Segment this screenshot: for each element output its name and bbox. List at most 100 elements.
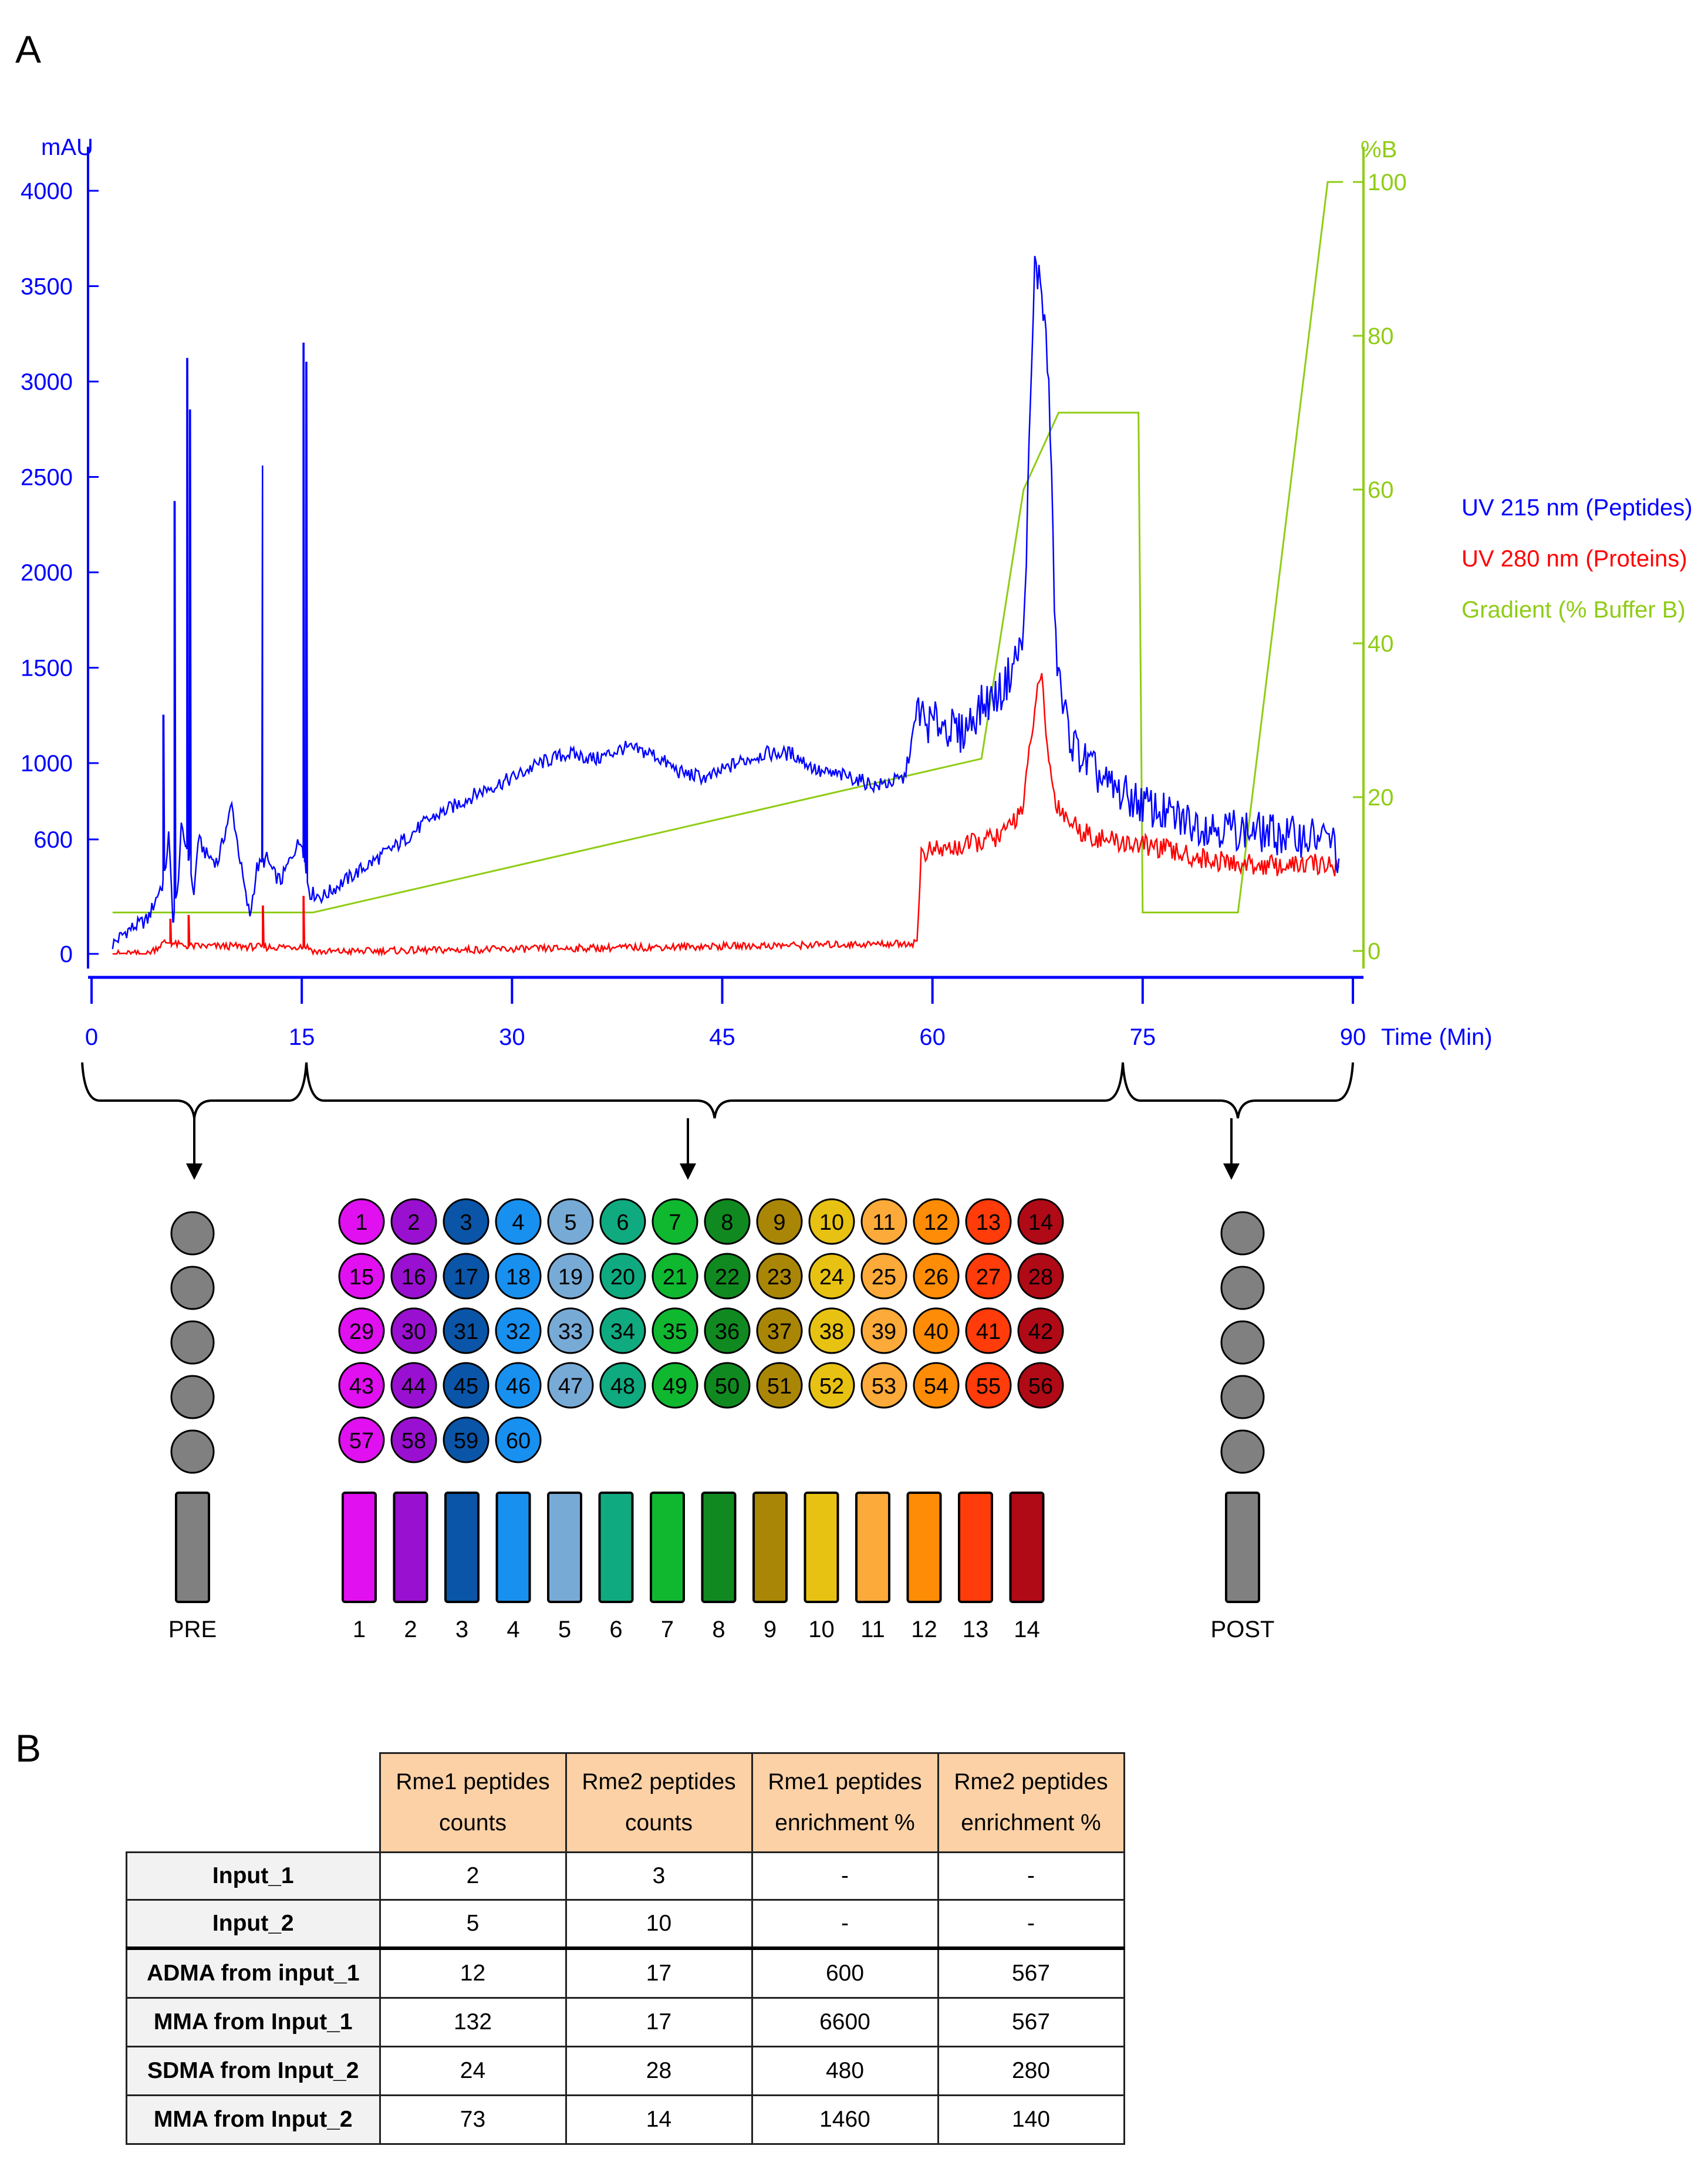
x-tick-label: 30 — [499, 1024, 525, 1050]
table-cell: 280 — [937, 2046, 1125, 2096]
fraction-circle — [704, 1307, 751, 1354]
fraction-33: 33 — [547, 1307, 594, 1354]
fraction-circle — [443, 1198, 490, 1245]
pooled-tube-label: 1 — [353, 1617, 366, 1642]
fraction-number: 51 — [767, 1374, 792, 1399]
pooled-tube-2: 2 — [393, 1492, 428, 1642]
table-row: SDMA from Input_2 24 28 480 280 — [126, 2046, 1125, 2096]
x-tick-label: 0 — [85, 1024, 98, 1050]
fraction-4: 4 — [495, 1198, 542, 1245]
legend-entry: Gradient (% Buffer B) — [1461, 597, 1686, 623]
arrow-fractions-head — [680, 1163, 696, 1180]
pooled-tube-7: 7 — [650, 1492, 685, 1642]
y-axis-right-label: %B — [1361, 137, 1397, 163]
legend-entry: UV 215 nm (Peptides) — [1461, 495, 1693, 521]
fraction-16: 16 — [390, 1253, 437, 1300]
fraction-number: 13 — [976, 1210, 1001, 1235]
table-cell: 2 — [379, 1851, 567, 1901]
fraction-circle — [390, 1253, 437, 1300]
fraction-60: 60 — [495, 1416, 542, 1463]
fraction-number: 21 — [663, 1265, 687, 1290]
x-axis-label: Time (Min) — [1381, 1024, 1493, 1050]
fraction-57: 57 — [338, 1416, 385, 1463]
fraction-circle — [756, 1362, 803, 1409]
fraction-circle — [860, 1253, 907, 1300]
brace-fractions — [305, 1062, 1124, 1119]
fraction-27: 27 — [965, 1253, 1012, 1300]
fraction-11: 11 — [860, 1198, 907, 1245]
side-fraction-circle — [170, 1211, 215, 1256]
fraction-circle — [443, 1307, 490, 1354]
y-right-tick-label: 40 — [1368, 631, 1394, 657]
fraction-circle — [547, 1198, 594, 1245]
fraction-2: 2 — [390, 1198, 437, 1245]
fraction-circle — [495, 1198, 542, 1245]
fraction-circle — [390, 1198, 437, 1245]
fraction-number: 60 — [506, 1429, 531, 1453]
table-cell: - — [937, 1851, 1125, 1901]
fraction-circle — [704, 1253, 751, 1300]
table-cell: 6600 — [751, 1997, 939, 2047]
fraction-number: 15 — [349, 1265, 374, 1290]
pooled-tube — [752, 1492, 788, 1603]
fraction-43: 43 — [338, 1362, 385, 1409]
fraction-13: 13 — [965, 1198, 1012, 1245]
y-left-tick-label: 1000 — [21, 751, 73, 777]
fraction-circle — [756, 1253, 803, 1300]
fraction-number: 22 — [715, 1265, 740, 1290]
panel-a-letter: A — [15, 28, 42, 71]
fraction-number: 36 — [715, 1320, 740, 1344]
fraction-number: 16 — [401, 1265, 426, 1290]
fraction-number: 4 — [512, 1210, 524, 1235]
pooled-tube-14: 14 — [1009, 1492, 1045, 1642]
fraction-circle — [756, 1198, 803, 1245]
header-rme2-enrichment: Rme2 peptides enrichment % — [937, 1752, 1125, 1853]
fraction-circle — [547, 1253, 594, 1300]
side-fraction-circle — [1220, 1320, 1265, 1365]
side-tube-label: PRE — [168, 1617, 217, 1642]
fraction-number: 11 — [872, 1210, 895, 1235]
fraction-circle — [547, 1362, 594, 1409]
y-left-tick-label: 3000 — [21, 369, 73, 395]
pooled-tube — [650, 1492, 685, 1603]
fraction-number: 47 — [558, 1374, 583, 1399]
fraction-number: 30 — [401, 1320, 426, 1344]
fraction-number: 59 — [454, 1429, 478, 1453]
series-uv215-line — [112, 255, 1340, 949]
row-label: MMA from Input_1 — [126, 1997, 381, 2047]
y-left-tick-label: 4000 — [21, 178, 73, 204]
series-gradient-line — [112, 181, 1344, 913]
fraction-3: 3 — [443, 1198, 490, 1245]
fraction-7: 7 — [652, 1198, 698, 1245]
fraction-circle — [965, 1307, 1012, 1354]
fraction-number: 26 — [924, 1265, 948, 1290]
fraction-number: 55 — [976, 1374, 1001, 1399]
fraction-circle — [913, 1307, 960, 1354]
table-cell: 600 — [751, 1946, 939, 1999]
fraction-number: 28 — [1028, 1265, 1053, 1290]
fraction-circle — [860, 1362, 907, 1409]
fraction-8: 8 — [704, 1198, 751, 1245]
fraction-37: 37 — [756, 1307, 803, 1354]
y-axis-left-label: mAU — [41, 134, 93, 160]
header-rme1-counts: Rme1 peptides counts — [379, 1752, 567, 1853]
fraction-15: 15 — [338, 1253, 385, 1300]
fraction-number: 9 — [773, 1210, 785, 1235]
fraction-28: 28 — [1017, 1253, 1064, 1300]
fraction-46: 46 — [495, 1362, 542, 1409]
pooled-tube — [855, 1492, 890, 1603]
fraction-number: 33 — [558, 1320, 583, 1344]
fraction-number: 18 — [506, 1265, 531, 1290]
fraction-number: 35 — [663, 1320, 687, 1344]
fraction-19: 19 — [547, 1253, 594, 1300]
fraction-12: 12 — [913, 1198, 960, 1245]
fraction-53: 53 — [860, 1362, 907, 1409]
side-tube-label: POST — [1211, 1617, 1275, 1642]
pooled-tube-label: 12 — [911, 1617, 937, 1642]
y-left-tick-label: 600 — [33, 827, 73, 853]
fraction-circle — [495, 1362, 542, 1409]
pooled-tube — [958, 1492, 993, 1603]
fraction-44: 44 — [390, 1362, 437, 1409]
pooled-tube — [906, 1492, 942, 1603]
fraction-circle — [965, 1362, 1012, 1409]
